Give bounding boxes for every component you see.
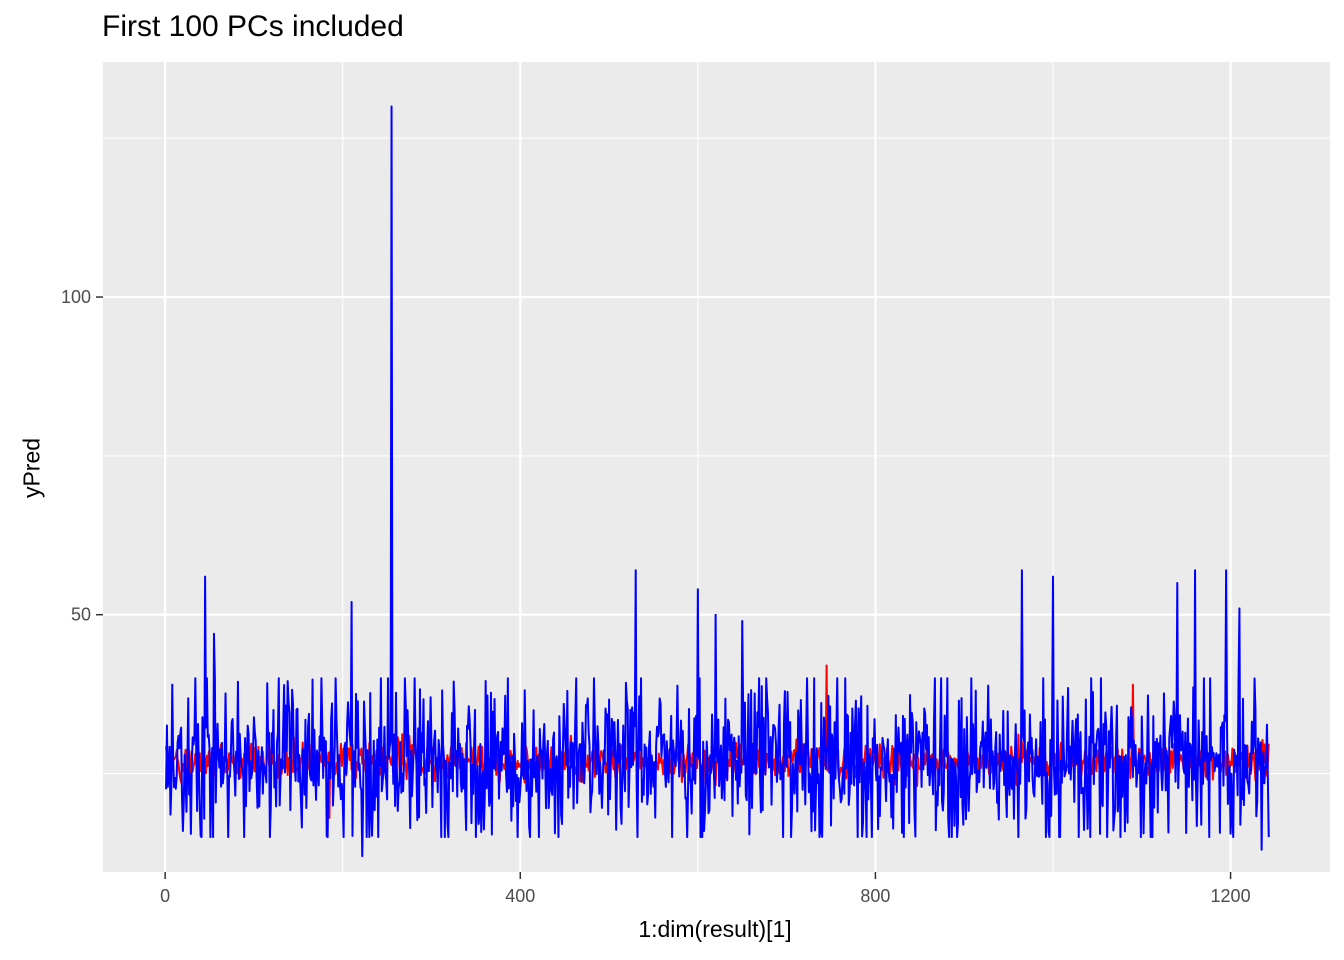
- y-tick-label: 50: [71, 605, 91, 625]
- x-axis: 0 400 800 1200: [160, 872, 1251, 906]
- y-axis: 50 100: [61, 287, 103, 625]
- x-tick-label: 0: [160, 886, 170, 906]
- x-tick-label: 1200: [1211, 886, 1251, 906]
- x-tick-label: 800: [860, 886, 890, 906]
- series-line-blue: [165, 105, 1270, 858]
- x-tick-label: 400: [505, 886, 535, 906]
- chart-title: First 100 PCs included: [102, 10, 404, 43]
- series-layer: [165, 105, 1270, 858]
- x-axis-label: 1:dim(result)[1]: [638, 916, 792, 942]
- y-tick-label: 100: [61, 287, 91, 307]
